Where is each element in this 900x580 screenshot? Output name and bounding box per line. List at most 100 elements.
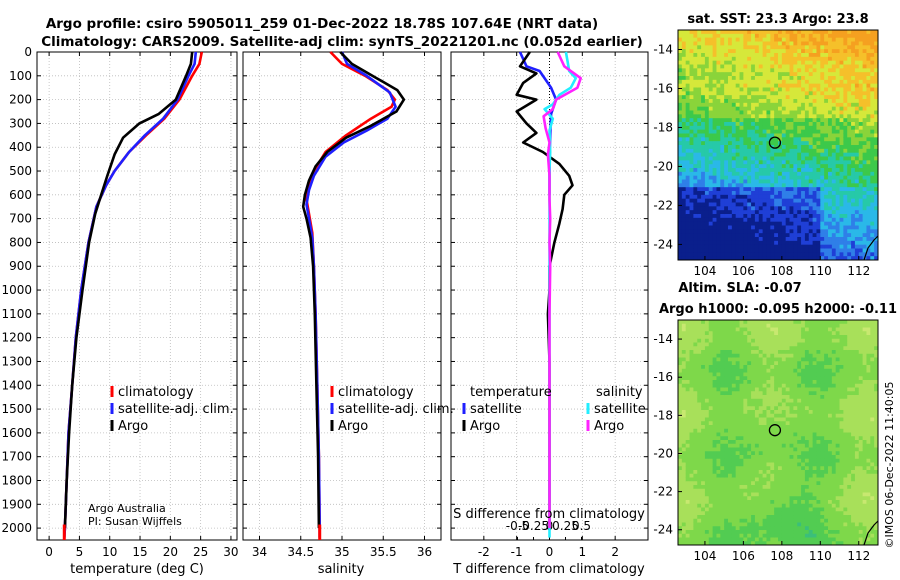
map-cell — [689, 118, 694, 123]
map-cell — [874, 225, 879, 230]
map-cell — [735, 421, 740, 426]
map-cell — [747, 458, 752, 463]
map-cell — [731, 417, 737, 422]
map-cell — [735, 533, 740, 538]
map-cell — [685, 141, 690, 146]
map-cell — [743, 515, 748, 520]
map-cell — [824, 87, 829, 92]
map-cell — [728, 248, 733, 253]
map-cell — [793, 118, 798, 123]
map-cell — [701, 327, 706, 332]
map-cell — [828, 175, 833, 180]
map-cell — [751, 221, 756, 226]
map-cell — [762, 466, 767, 471]
map-cell — [678, 425, 683, 430]
map-cell — [866, 133, 871, 138]
map-cell — [874, 191, 879, 196]
map-cell — [743, 327, 748, 332]
map-cell — [681, 214, 687, 219]
map-cell — [870, 145, 875, 150]
map-cell — [724, 331, 729, 336]
map-cell — [858, 122, 864, 127]
map-cell — [754, 485, 760, 490]
map-cell — [731, 187, 737, 192]
map-cell — [720, 240, 725, 246]
map-cell — [678, 133, 683, 138]
map-cell — [854, 229, 860, 234]
map-cell — [685, 380, 690, 385]
map-cell — [701, 485, 706, 490]
map-cell — [797, 229, 802, 234]
map-cell — [843, 33, 848, 39]
map-cell — [835, 221, 840, 226]
map-cell — [685, 323, 690, 328]
map-cell — [801, 187, 806, 192]
map-cell — [866, 64, 871, 69]
map-cell — [685, 210, 690, 215]
map-cell — [801, 79, 806, 85]
map-cell — [854, 187, 860, 192]
legend-label-satellite-adj: satellite-adj. clim. — [118, 402, 234, 417]
credit-line-1: Argo Australia — [88, 502, 166, 515]
map-cell — [697, 451, 702, 456]
map-cell — [816, 187, 821, 192]
map-cell — [828, 229, 833, 234]
map-cell — [712, 533, 717, 538]
map-cell — [735, 137, 740, 142]
map-cell — [689, 49, 694, 54]
map-cell — [766, 198, 771, 203]
map-cell — [870, 202, 875, 207]
map-cell — [678, 353, 683, 358]
map-cell — [789, 141, 794, 146]
map-cell — [847, 252, 852, 257]
map-cell — [712, 447, 717, 452]
map-cell — [804, 129, 810, 134]
map-cell — [858, 164, 864, 169]
map-cell — [708, 402, 714, 407]
map-cell — [751, 320, 756, 325]
map-cell — [720, 214, 725, 219]
map-cell — [820, 91, 825, 96]
map-cell — [704, 350, 710, 355]
y-tick-label: 1700 — [1, 450, 32, 464]
map-cell — [704, 462, 710, 467]
map-cell — [804, 133, 810, 138]
map-cell — [724, 342, 729, 347]
map-cell — [731, 164, 737, 169]
map-cell — [697, 60, 702, 65]
map-cell — [797, 33, 802, 39]
map-cell — [828, 37, 833, 42]
x-tick-label: 36 — [417, 545, 432, 559]
map-cell — [739, 350, 744, 355]
map-cell — [835, 183, 840, 188]
map-cell — [712, 95, 717, 100]
map-cell — [689, 83, 694, 88]
map-cell — [712, 56, 717, 62]
x-tick-label: 106 — [732, 264, 755, 278]
map-cell — [693, 530, 698, 535]
map-cell — [685, 473, 690, 478]
map-cell — [754, 387, 760, 392]
map-cell — [824, 56, 829, 62]
map-cell — [828, 53, 833, 58]
map-cell — [689, 406, 694, 411]
map-cell — [693, 237, 698, 242]
map-cell — [693, 206, 698, 211]
map-cell — [751, 214, 756, 219]
map-cell — [751, 417, 756, 422]
map-cell — [831, 175, 837, 180]
map-cell — [689, 137, 694, 142]
map-cell — [735, 191, 740, 196]
map-cell — [739, 368, 744, 373]
map-cell — [724, 240, 729, 246]
map-cell — [689, 376, 694, 381]
map-cell — [766, 164, 771, 169]
map-cell — [839, 202, 844, 207]
map-cell — [812, 114, 817, 119]
map-cell — [731, 175, 737, 180]
map-cell — [758, 87, 764, 92]
map-cell — [685, 383, 690, 388]
map-cell — [716, 417, 721, 422]
map-cell — [728, 462, 733, 467]
map-cell — [697, 110, 702, 115]
